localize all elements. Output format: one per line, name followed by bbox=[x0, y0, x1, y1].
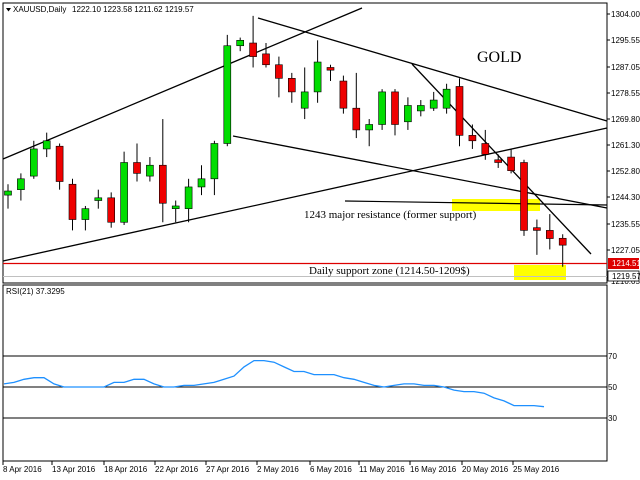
bearish-candle bbox=[339, 80, 348, 109]
bearish-candle bbox=[507, 156, 515, 171]
rsi-tick-30: 30 bbox=[608, 414, 617, 423]
bearish-candle bbox=[107, 197, 115, 223]
bullish-candle bbox=[300, 91, 309, 109]
rsi-tick-70: 70 bbox=[608, 352, 617, 361]
price-tick-label: 1287.05 bbox=[611, 63, 640, 72]
bullish-candle bbox=[4, 190, 12, 196]
bearish-candle bbox=[520, 162, 528, 231]
current-price-label: 1219.57 bbox=[612, 272, 640, 281]
resistance-annotation: 1243 major resistance (former support) bbox=[304, 209, 477, 221]
rsi-panel-frame bbox=[2, 284, 608, 462]
bullish-candle bbox=[236, 40, 244, 47]
bullish-candle bbox=[223, 45, 232, 144]
bearish-candle bbox=[558, 237, 567, 246]
time-tick-label: 16 May 2016 bbox=[410, 465, 457, 474]
bullish-candle bbox=[42, 140, 51, 150]
steep-downtrend-line bbox=[411, 63, 592, 255]
price-tick-label: 1252.80 bbox=[611, 167, 640, 176]
price-tick-label: 1227.05 bbox=[611, 246, 640, 255]
candles-group bbox=[4, 15, 567, 267]
bullish-candle bbox=[171, 205, 180, 209]
bullish-candle bbox=[17, 178, 25, 190]
bearish-candle bbox=[287, 78, 296, 93]
bullish-candle bbox=[429, 99, 438, 109]
rsi-tick-50: 50 bbox=[608, 383, 617, 392]
bearish-candle bbox=[533, 227, 541, 231]
chart-title: GOLD bbox=[477, 49, 521, 66]
price-tick-label: 1261.30 bbox=[611, 141, 640, 150]
bullish-candle bbox=[210, 143, 219, 180]
bearish-candle bbox=[455, 86, 464, 136]
bearish-candle bbox=[391, 91, 399, 125]
price-tick-label: 1244.30 bbox=[611, 193, 640, 202]
bullish-candle bbox=[146, 164, 154, 177]
time-tick-label: 11 May 2016 bbox=[359, 465, 405, 474]
bullish-candle bbox=[184, 186, 193, 209]
time-tick-label: 13 Apr 2016 bbox=[52, 465, 96, 474]
trendlines bbox=[2, 7, 608, 262]
downtrend-line-upper bbox=[257, 17, 608, 122]
bullish-candle bbox=[94, 197, 103, 201]
time-tick-label: 22 Apr 2016 bbox=[155, 465, 199, 474]
bullish-candle bbox=[416, 105, 425, 112]
bearish-candle bbox=[159, 164, 167, 204]
price-tick-label: 1235.55 bbox=[611, 220, 640, 229]
channel-upper-line bbox=[2, 7, 363, 160]
bearish-candle bbox=[262, 53, 270, 66]
bearish-candle bbox=[275, 64, 283, 79]
bearish-candle bbox=[352, 107, 361, 131]
bullish-candle bbox=[81, 208, 90, 220]
price-tick-label: 1269.80 bbox=[611, 115, 640, 124]
bullish-candle bbox=[442, 88, 451, 109]
symbol-label: XAUUSD,Daily bbox=[13, 5, 66, 14]
bearish-candle bbox=[249, 42, 257, 57]
time-tick-label: 27 Apr 2016 bbox=[206, 465, 250, 474]
bullish-candle bbox=[313, 61, 322, 93]
rsi-label: RSI(21) 37.3295 bbox=[6, 287, 65, 296]
bearish-candle bbox=[468, 135, 477, 142]
support-annotation: Daily support zone (1214.50-1209$) bbox=[309, 265, 470, 277]
price-tick-label: 1304.00 bbox=[611, 10, 640, 19]
price-tick-label: 1278.55 bbox=[611, 89, 640, 98]
red-line-label: 1214.51 bbox=[612, 259, 640, 268]
time-tick-label: 20 May 2016 bbox=[462, 465, 509, 474]
bearish-candle bbox=[481, 143, 490, 155]
price-axis: 1304.00 1295.55 1287.05 1278.55 1269.80 1261.… bbox=[607, 10, 640, 286]
bullish-candle bbox=[120, 162, 128, 223]
bearish-candle bbox=[133, 162, 141, 174]
time-tick-label: 2 May 2016 bbox=[257, 465, 299, 474]
bearish-candle bbox=[494, 159, 503, 163]
red-line-tag bbox=[608, 258, 639, 269]
resistance-zone-box bbox=[452, 199, 540, 211]
bullish-candle bbox=[404, 105, 412, 123]
price-panel-frame bbox=[2, 2, 608, 284]
time-tick-label: 6 May 2016 bbox=[310, 465, 352, 474]
price-tick-label: 1210.05 bbox=[611, 277, 640, 286]
time-tick-label: 18 Apr 2016 bbox=[104, 465, 148, 474]
triangle-down-icon[interactable] bbox=[6, 8, 11, 12]
bullish-candle bbox=[378, 91, 386, 125]
support-zone-box bbox=[514, 265, 566, 280]
time-tick-label: 8 Apr 2016 bbox=[3, 465, 42, 474]
current-price-tag bbox=[607, 270, 640, 282]
bullish-candle bbox=[365, 124, 374, 131]
price-tick-label: 1295.55 bbox=[611, 36, 640, 45]
bearish-candle bbox=[55, 145, 64, 182]
bearish-candle bbox=[545, 230, 554, 239]
bearish-candle bbox=[68, 183, 77, 220]
channel-lower-line bbox=[2, 127, 608, 262]
resistance-line bbox=[344, 200, 608, 206]
downtrend-line-lower bbox=[232, 135, 608, 209]
bullish-candle bbox=[29, 148, 38, 177]
time-tick-label: 25 May 2016 bbox=[513, 465, 560, 474]
bullish-candle bbox=[197, 178, 206, 188]
time-axis: 8 Apr 2016 13 Apr 2016 18 Apr 2016 22 Apr 2… bbox=[2, 461, 560, 474]
rsi-line bbox=[3, 359, 545, 408]
header: XAUUSD,Daily 1222.10 1223.58 1211.62 121… bbox=[6, 5, 194, 14]
bearish-candle bbox=[326, 67, 335, 71]
ohlc-values: 1222.10 1223.58 1211.62 1219.57 bbox=[72, 5, 194, 14]
